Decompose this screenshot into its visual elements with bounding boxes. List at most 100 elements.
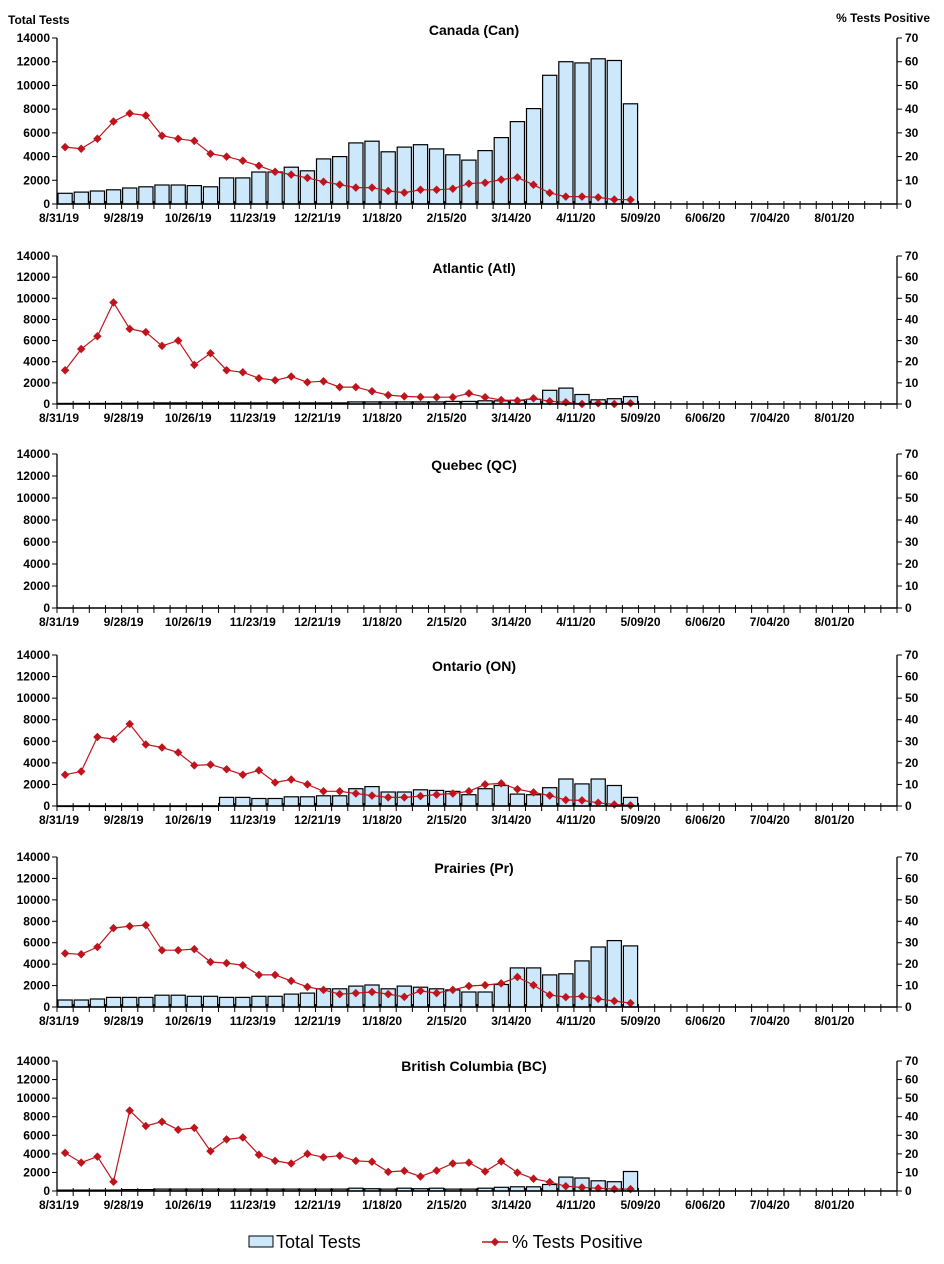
pct-positive-marker <box>561 795 571 805</box>
x-tick-label: 6/06/20 <box>685 1014 725 1028</box>
pct-positive-marker <box>173 336 183 345</box>
right-y-tick-label: 0 <box>905 1184 912 1198</box>
pct-positive-marker <box>109 1177 118 1186</box>
x-tick-label: 7/04/20 <box>750 1198 790 1212</box>
left-y-tick-label: 8000 <box>23 1110 50 1124</box>
pct-positive-marker <box>496 979 506 988</box>
total-tests-bar <box>299 992 316 1008</box>
left-y-tick-label: 4000 <box>23 756 50 770</box>
pct-positive-marker <box>76 950 86 959</box>
x-tick-label: 4/11/20 <box>556 813 596 827</box>
x-tick-label: 6/06/20 <box>685 813 725 827</box>
total-tests-bar <box>235 796 251 807</box>
left-y-tick-label: 4000 <box>23 355 50 369</box>
pct-positive-marker <box>577 992 587 1001</box>
total-tests-bar <box>380 151 396 205</box>
x-tick-label: 12/21/19 <box>294 211 341 225</box>
x-tick-label: 5/09/20 <box>620 411 660 425</box>
right-y-tick-label: 10 <box>905 173 919 187</box>
pct-positive-marker <box>238 770 248 779</box>
left-y-tick-label: 8000 <box>23 713 50 727</box>
x-tick-label: 9/28/19 <box>104 1198 144 1212</box>
total-tests-bar <box>364 140 380 205</box>
right-y-tick-label: 20 <box>905 557 919 571</box>
pct-positive-marker <box>206 349 215 358</box>
pct-positive-marker <box>577 796 587 805</box>
pct-positive-marker <box>448 184 458 194</box>
pct-positive-marker <box>335 989 344 999</box>
total-tests-bar <box>558 61 574 205</box>
x-tick-label: 1/18/20 <box>362 1198 402 1212</box>
x-tick-label: 5/09/20 <box>620 813 660 827</box>
pct-positive-marker <box>335 180 344 189</box>
total-tests-bar <box>235 177 251 205</box>
x-tick-label: 11/23/19 <box>230 813 276 827</box>
x-tick-label: 4/11/20 <box>556 1014 596 1028</box>
pct-positive-marker <box>109 117 118 126</box>
x-tick-label: 8/01/20 <box>814 411 854 425</box>
pct-positive-marker <box>561 992 571 1002</box>
x-tick-label: 12/21/19 <box>294 1014 341 1028</box>
right-y-tick-label: 0 <box>905 197 912 211</box>
pct-positive-marker <box>141 111 151 120</box>
left-y-tick-label: 4000 <box>23 957 50 971</box>
pct-positive-marker <box>93 732 102 742</box>
pct-positive-marker <box>286 775 296 784</box>
pct-positive-marker <box>464 179 474 188</box>
pct-positive-marker <box>513 1168 522 1177</box>
left-y-tick-label: 4000 <box>23 150 50 164</box>
total-tests-bar <box>73 999 89 1008</box>
left-y-tick-label: 14000 <box>17 249 51 263</box>
left-y-tick-label: 10000 <box>17 78 51 92</box>
pct-positive-marker <box>416 791 425 801</box>
pct-positive-marker <box>125 324 134 334</box>
pct-positive-marker <box>173 945 183 955</box>
right-y-tick-label: 50 <box>905 291 919 305</box>
right-y-tick-label: 50 <box>905 491 919 505</box>
total-tests-bar <box>251 995 267 1008</box>
pct-positive-marker <box>319 177 328 186</box>
right-y-tick-label: 20 <box>905 355 919 369</box>
pct-positive-marker <box>432 790 441 799</box>
pct-positive-marker <box>464 1158 474 1167</box>
x-tick-label: 6/06/20 <box>685 411 725 425</box>
total-tests-bar <box>493 137 510 205</box>
pct-positive-marker <box>351 789 361 798</box>
pct-positive-marker <box>190 136 199 146</box>
pct-positive-marker <box>561 1181 571 1191</box>
pct-positive-marker <box>545 1177 554 1187</box>
left-y-tick-label: 4000 <box>23 1147 50 1161</box>
left-y-tick-label: 10000 <box>17 1091 51 1105</box>
left-y-tick-label: 0 <box>43 397 50 411</box>
left-y-tick-label: 12000 <box>17 1073 51 1087</box>
total-tests-bar <box>558 973 574 1008</box>
x-tick-label: 9/28/19 <box>104 813 144 827</box>
total-tests-bar <box>461 991 477 1008</box>
right-y-tick-label: 30 <box>905 334 919 348</box>
x-tick-label: 1/18/20 <box>362 615 402 629</box>
pct-positive-marker <box>303 173 312 183</box>
pct-positive-marker <box>286 372 296 381</box>
x-tick-label: 8/01/20 <box>814 813 854 827</box>
pct-positive-marker <box>141 920 151 930</box>
right-y-tick-label: 20 <box>905 1147 919 1161</box>
x-tick-label: 12/21/19 <box>294 615 341 629</box>
panel-title: Ontario (ON) <box>432 658 516 674</box>
pct-positive-marker <box>335 787 344 796</box>
pct-positive-marker <box>335 382 344 392</box>
x-tick-label: 12/21/19 <box>294 813 341 827</box>
pct-positive-marker <box>319 1152 328 1162</box>
total-tests-bar <box>105 996 122 1008</box>
pct-positive-marker <box>513 396 522 405</box>
total-tests-bar <box>202 995 219 1008</box>
pct-positive-marker <box>93 1152 102 1161</box>
right-y-tick-label: 30 <box>905 1128 919 1142</box>
pct-positive-marker <box>238 156 248 166</box>
x-tick-label: 1/18/20 <box>362 211 402 225</box>
right-y-tick-label: 40 <box>905 312 919 326</box>
right-y-tick-label: 10 <box>905 376 919 390</box>
pct-positive-marker <box>545 990 554 1000</box>
total-tests-bar <box>283 993 300 1008</box>
pct-positive-marker <box>383 186 393 196</box>
right-y-tick-label: 40 <box>905 102 919 116</box>
